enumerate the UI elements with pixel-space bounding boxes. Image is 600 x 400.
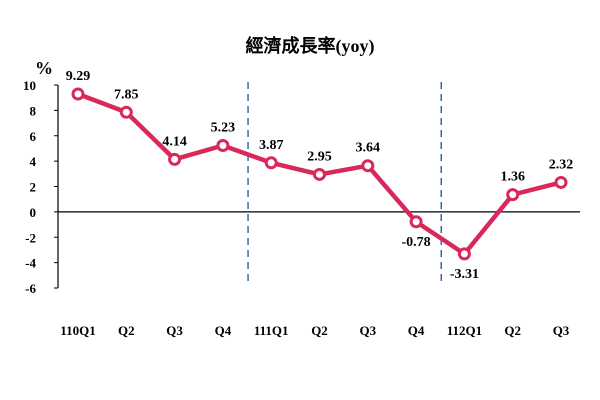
y-tick-label: 8 [30,103,37,118]
year-dividers [247,82,442,282]
data-label: 1.36 [500,170,525,185]
data-labels: 9.29 7.85 4.14 5.23 3.87 2.95 3.64 -0.78 -3.31 1.… [66,69,574,282]
data-point-marker [554,175,568,189]
data-point-marker [216,139,230,153]
chart-title: 經濟成長率(yoy) [246,35,375,57]
y-tick-label: -2 [25,230,36,245]
y-tick-label: 10 [23,78,36,93]
data-label: 5.23 [211,121,236,136]
data-label: 9.29 [66,69,91,84]
x-tick-label: Q4 [408,323,425,338]
x-tick-label: 110Q1 [60,323,95,338]
data-point-marker [506,188,520,202]
data-label: 2.95 [307,149,332,164]
x-tick-label: Q3 [166,323,183,338]
x-tick-label: Q3 [553,323,570,338]
data-point-marker [264,156,278,170]
y-tick-label: -4 [25,256,36,271]
x-tick-label: Q2 [311,323,328,338]
y-tick-label: 6 [30,129,37,144]
x-tick-labels: 110Q1 Q2 Q3 Q4 111Q1 Q2 Q3 Q4 112Q1 Q2 Q3 [60,323,570,338]
y-tick-label: -6 [25,281,36,296]
axes [54,84,580,289]
x-tick-label: Q2 [504,323,521,338]
data-point-marker [457,247,471,261]
data-label: 3.87 [259,138,284,153]
data-point-marker [409,215,423,229]
data-point-marker [71,87,85,101]
data-label: -3.31 [450,267,479,282]
data-point-marker [119,105,133,119]
x-tick-label: 111Q1 [254,323,289,338]
data-points [71,87,568,261]
y-tick-label: 0 [30,205,37,220]
data-point-marker [361,159,375,173]
y-tick-label: 4 [30,154,37,169]
data-label: 7.85 [114,87,139,102]
y-unit-label: % [35,58,53,78]
x-tick-label: Q4 [215,323,232,338]
x-tick-label: Q2 [118,323,135,338]
data-point-marker [313,167,326,181]
data-label: 4.14 [162,134,187,149]
y-tick-label: 2 [30,180,37,195]
data-label: 3.64 [356,141,381,156]
data-label: -0.78 [402,235,431,250]
x-tick-label: 112Q1 [447,323,482,338]
data-point-marker [168,152,182,166]
data-label: 2.32 [549,157,574,172]
y-tick-labels: 10 8 6 4 2 0 -2 -4 -6 [23,78,37,296]
x-tick-label: Q3 [359,323,376,338]
